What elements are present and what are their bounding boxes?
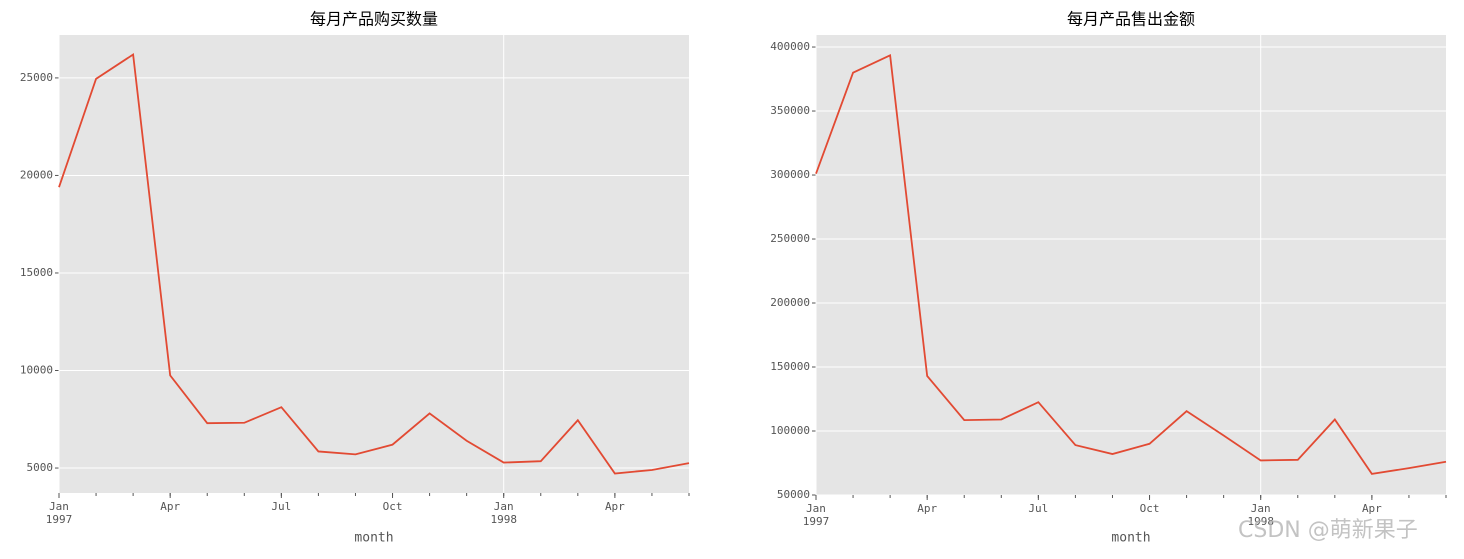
x-tick-label: Apr	[917, 502, 937, 515]
x-tick-label: 1997	[803, 515, 830, 528]
plot-area	[59, 35, 689, 493]
x-tick-label: Oct	[383, 500, 403, 513]
x-tick-label: Jan	[1251, 502, 1271, 515]
x-tick-label: 1998	[1247, 515, 1274, 528]
line	[815, 54, 1447, 475]
watermark: CSDN @萌新果子	[1238, 518, 1418, 543]
x-tick-label: Jan	[494, 500, 514, 513]
chart-title: 每月产品售出金额	[1067, 10, 1195, 29]
x-tick-label: Apr	[160, 500, 180, 513]
x-axis-label: month	[1111, 531, 1150, 546]
y-tick-label: 200000	[770, 296, 810, 309]
x-tick-label: 1997	[46, 513, 73, 526]
y-tick-label: 100000	[770, 424, 810, 437]
y-tick-label: 5000	[27, 461, 54, 474]
x-tick-label: Jul	[1028, 502, 1048, 515]
y-tick-label: 300000	[770, 168, 810, 181]
y-tick-label: 400000	[770, 40, 810, 53]
x-tick-label: Jan	[806, 502, 826, 515]
y-tick-label: 150000	[770, 360, 810, 373]
x-tick-label: Apr	[1362, 502, 1382, 515]
y-tick-label: 350000	[770, 104, 810, 117]
x-tick-label: Oct	[1140, 502, 1160, 515]
x-tick-label: Jul	[271, 500, 291, 513]
y-tick-label: 20000	[20, 168, 53, 181]
y-tick-label: 250000	[770, 232, 810, 245]
x-tick-label: 1998	[490, 513, 517, 526]
line	[58, 52, 690, 475]
y-tick-label: 50000	[777, 488, 810, 501]
chart-title: 每月产品购买数量	[310, 10, 438, 29]
x-axis-label: month	[354, 531, 393, 546]
x-tick-label: Jan	[49, 500, 69, 513]
y-tick-label: 10000	[20, 364, 53, 377]
y-tick-label: 15000	[20, 266, 53, 279]
x-tick-label: Apr	[605, 500, 625, 513]
y-tick-label: 25000	[20, 71, 53, 84]
plot-area	[816, 35, 1446, 495]
